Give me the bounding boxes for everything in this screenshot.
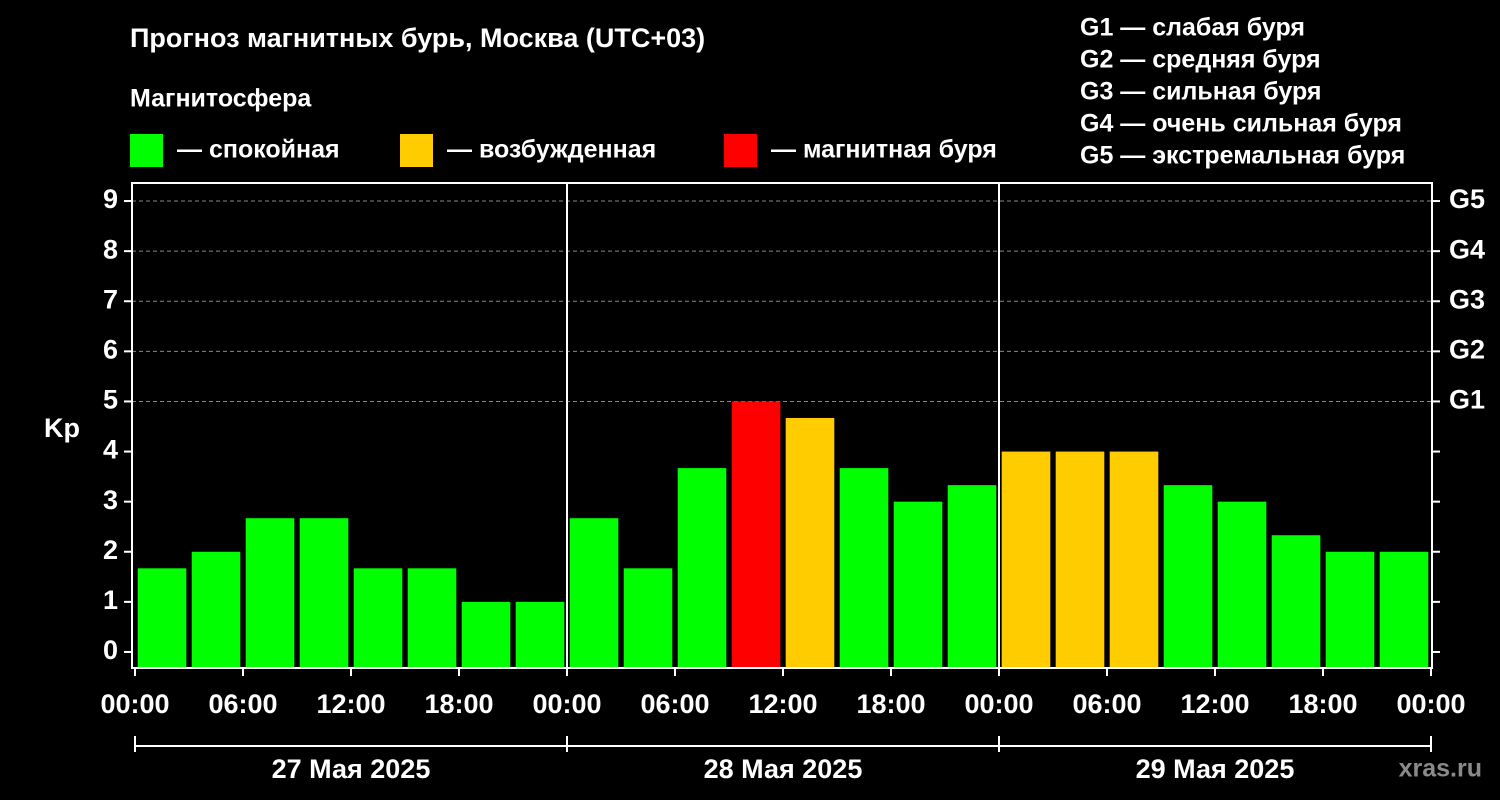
- bar: [785, 417, 835, 668]
- bar: [677, 468, 727, 668]
- y-tick-label: 0: [103, 635, 118, 665]
- chart-title: Прогноз магнитных бурь, Москва (UTC+03): [130, 23, 705, 53]
- bar: [893, 501, 943, 668]
- day-label: 29 Мая 2025: [1136, 754, 1295, 784]
- y-tick-label: 2: [103, 535, 118, 565]
- bar: [839, 468, 889, 668]
- x-tick-label: 18:00: [856, 689, 925, 719]
- scale-note: G1 — слабая буря: [1080, 14, 1305, 42]
- bar: [1379, 551, 1429, 668]
- x-tick-label: 00:00: [1396, 689, 1465, 719]
- day-label: 28 Мая 2025: [704, 754, 863, 784]
- x-tick-label: 12:00: [1180, 689, 1249, 719]
- bar: [1271, 535, 1321, 668]
- y-tick-label: 1: [103, 585, 118, 615]
- bar: [137, 568, 187, 668]
- y-tick-label: 9: [103, 184, 118, 214]
- y-tick-label: 8: [103, 234, 118, 264]
- y-tick-label: 7: [103, 284, 118, 314]
- bar: [623, 568, 673, 668]
- scale-note: G4 — очень сильная буря: [1080, 110, 1402, 138]
- bar: [515, 601, 565, 668]
- y-tick-label: 4: [103, 435, 118, 465]
- legend-label: — спокойная: [177, 136, 340, 164]
- y-tick-label: 5: [103, 385, 118, 415]
- x-tick-label: 12:00: [748, 689, 817, 719]
- day-label: 27 Мая 2025: [272, 754, 431, 784]
- x-tick-label: 06:00: [1072, 689, 1141, 719]
- y2-tick-label: G1: [1449, 385, 1485, 415]
- x-tick-label: 06:00: [208, 689, 277, 719]
- bar: [731, 401, 781, 668]
- bar: [947, 485, 997, 668]
- bar: [461, 601, 511, 668]
- watermark: xras.ru: [1399, 755, 1482, 783]
- x-tick-label: 00:00: [100, 689, 169, 719]
- y2-tick-label: G5: [1449, 184, 1485, 214]
- bar: [353, 568, 403, 668]
- y-tick-label: 3: [103, 485, 118, 515]
- x-tick-label: 18:00: [424, 689, 493, 719]
- bar: [1217, 501, 1267, 668]
- bar: [1001, 451, 1051, 668]
- y-tick-label: 6: [103, 334, 118, 364]
- bar: [1109, 451, 1159, 668]
- x-tick-label: 18:00: [1288, 689, 1357, 719]
- legend-swatch: [724, 134, 757, 167]
- legend-swatch: [400, 134, 433, 167]
- x-tick-label: 00:00: [532, 689, 601, 719]
- bar: [569, 518, 619, 668]
- scale-note: G2 — средняя буря: [1080, 46, 1321, 74]
- bar: [1163, 485, 1213, 668]
- scale-note: G3 — сильная буря: [1080, 78, 1322, 106]
- bar: [407, 568, 457, 668]
- x-tick-label: 00:00: [964, 689, 1033, 719]
- y2-tick-label: G3: [1449, 284, 1485, 314]
- bar: [191, 551, 241, 668]
- y2-tick-label: G2: [1449, 334, 1485, 364]
- legend-label: — магнитная буря: [771, 136, 997, 164]
- legend-swatch: [130, 134, 163, 167]
- scale-note: G5 — экстремальная буря: [1080, 142, 1405, 170]
- y2-tick-label: G4: [1449, 234, 1485, 264]
- legend-label: — возбужденная: [447, 136, 656, 164]
- x-tick-label: 06:00: [640, 689, 709, 719]
- bar: [299, 518, 349, 668]
- bar: [1055, 451, 1105, 668]
- bar: [1325, 551, 1375, 668]
- legend-title: Магнитосфера: [130, 85, 312, 113]
- x-tick-label: 12:00: [316, 689, 385, 719]
- bar: [245, 518, 295, 668]
- y-axis-label: Kp: [44, 413, 80, 443]
